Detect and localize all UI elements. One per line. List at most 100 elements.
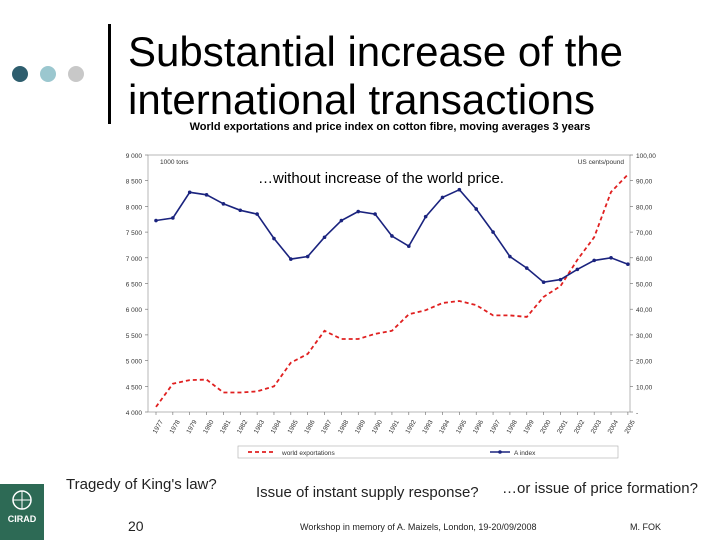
a-index-point — [272, 236, 276, 241]
a-index-point — [423, 214, 428, 219]
a-index-point — [305, 254, 310, 259]
a-index-point — [339, 218, 344, 223]
a-index-point — [457, 187, 462, 192]
a-index-point — [575, 267, 580, 272]
decor-dot-dark — [12, 66, 28, 82]
logo-text: CIRAD — [7, 514, 37, 524]
a-index-point — [491, 230, 495, 234]
decor-dot-teal — [40, 66, 56, 82]
series-line-world-exportations — [155, 173, 629, 408]
legend-box — [237, 445, 619, 459]
y-left-tick-label: 8 500 — [126, 179, 143, 186]
x-tick-label: 1992 — [404, 419, 417, 435]
caption-kings-law: Tragedy of King's law? — [66, 476, 217, 493]
x-tick-label: 2002 — [573, 419, 586, 435]
y-left-tick-label: 9 000 — [126, 153, 143, 160]
page-number: 20 — [128, 518, 144, 534]
footer-author: M. FOK — [630, 522, 661, 532]
chart-title: World exportations and price index on co… — [189, 121, 591, 133]
plot-frame — [147, 154, 631, 413]
y-left-tick-label: 8 000 — [126, 204, 143, 211]
a-index-point — [440, 195, 445, 200]
x-tick-label: 1981 — [219, 419, 232, 435]
y-right-tick-label: 50,00 — [636, 282, 653, 289]
x-tick-label: 2001 — [556, 419, 569, 435]
a-index-point — [626, 262, 630, 267]
a-index-point — [541, 280, 546, 285]
y-right-tick-label: 80,00 — [636, 204, 653, 211]
logo-emblem — [12, 490, 32, 510]
y-left-tick-label: 7 500 — [126, 230, 143, 237]
a-index-point — [524, 266, 529, 270]
x-tick-label: 1979 — [185, 419, 198, 435]
a-index-point — [592, 258, 596, 263]
x-tick-label: 1986 — [303, 419, 316, 435]
y-left-tick-label: 5 000 — [126, 359, 143, 366]
a-index-point — [289, 257, 293, 261]
y-right-tick-label: 90,00 — [636, 179, 653, 186]
x-tick-label: 1991 — [388, 419, 401, 435]
a-index-point — [204, 193, 209, 197]
legend-label-a-index: A index — [514, 450, 536, 457]
a-index-point — [558, 277, 563, 282]
y-right-tick-label: 10,00 — [636, 384, 653, 391]
a-index-point — [508, 254, 512, 259]
a-index-point — [238, 208, 243, 213]
a-index-point — [474, 207, 479, 211]
x-tick-label: 1995 — [455, 419, 468, 435]
y-left-tick-label: 4 500 — [126, 384, 143, 391]
a-index-point — [154, 218, 158, 223]
a-index-point — [406, 244, 411, 249]
slide-title: Substantial increase of the internationa… — [128, 28, 623, 124]
x-tick-label: 1998 — [506, 419, 519, 435]
decor-dot-grey — [68, 66, 84, 82]
x-tick-label: 1994 — [438, 419, 451, 435]
x-tick-label: 1999 — [522, 419, 535, 435]
legend-marker-a-index — [498, 450, 502, 454]
slide-title-line1: Substantial increase of the — [128, 28, 623, 75]
x-tick-label: 2000 — [539, 419, 552, 435]
chart-annotation: …without increase of the world price. — [258, 170, 504, 187]
y-left-tick-label: 7 000 — [126, 256, 143, 263]
x-tick-label: 1990 — [371, 419, 384, 435]
x-tick-label: 1980 — [202, 419, 215, 435]
a-index-point — [373, 212, 377, 216]
caption-price-formation: …or issue of price formation? — [502, 480, 698, 497]
a-index-point — [356, 209, 361, 214]
x-tick-label: 2004 — [607, 419, 620, 435]
y-left-tick-label: 6 500 — [126, 282, 143, 289]
a-index-point — [171, 216, 175, 220]
y-left-tick-label: 6 000 — [126, 307, 143, 314]
legend-label-world-exportations: world exportations — [281, 450, 335, 457]
x-tick-label: 1985 — [286, 419, 299, 435]
x-tick-label: 1977 — [152, 419, 165, 435]
a-index-point — [255, 212, 259, 216]
y-right-tick-label: 100,00 — [636, 153, 656, 160]
x-tick-label: 1983 — [253, 419, 266, 435]
title-divider — [108, 24, 111, 124]
a-index-point — [390, 234, 394, 238]
x-tick-label: 1984 — [270, 419, 283, 435]
x-tick-label: 2005 — [624, 419, 637, 435]
y-right-tick-label: 30,00 — [636, 333, 653, 340]
y-right-tick-label: - — [636, 410, 638, 417]
y-right-tick-label: 20,00 — [636, 359, 653, 366]
left-unit-label: 1000 tons — [160, 159, 189, 166]
right-unit-label: US cents/pound — [578, 159, 625, 166]
y-right-tick-label: 70,00 — [636, 230, 653, 237]
x-tick-label: 1982 — [236, 419, 249, 435]
x-tick-label: 1988 — [337, 419, 350, 435]
a-index-point — [187, 190, 192, 195]
y-left-tick-label: 5 500 — [126, 333, 143, 340]
footer-workshop: Workshop in memory of A. Maizels, London… — [300, 522, 537, 532]
a-index-point — [322, 235, 327, 240]
x-tick-label: 1993 — [421, 419, 434, 435]
x-tick-label: 1997 — [489, 419, 502, 435]
x-tick-label: 1978 — [169, 419, 182, 435]
x-tick-label: 1987 — [320, 419, 333, 435]
y-left-tick-label: 4 000 — [126, 410, 143, 417]
x-tick-label: 1996 — [472, 419, 485, 435]
cirad-logo-icon: CIRAD — [0, 484, 44, 540]
slide-title-line2: international transactions — [128, 76, 595, 123]
